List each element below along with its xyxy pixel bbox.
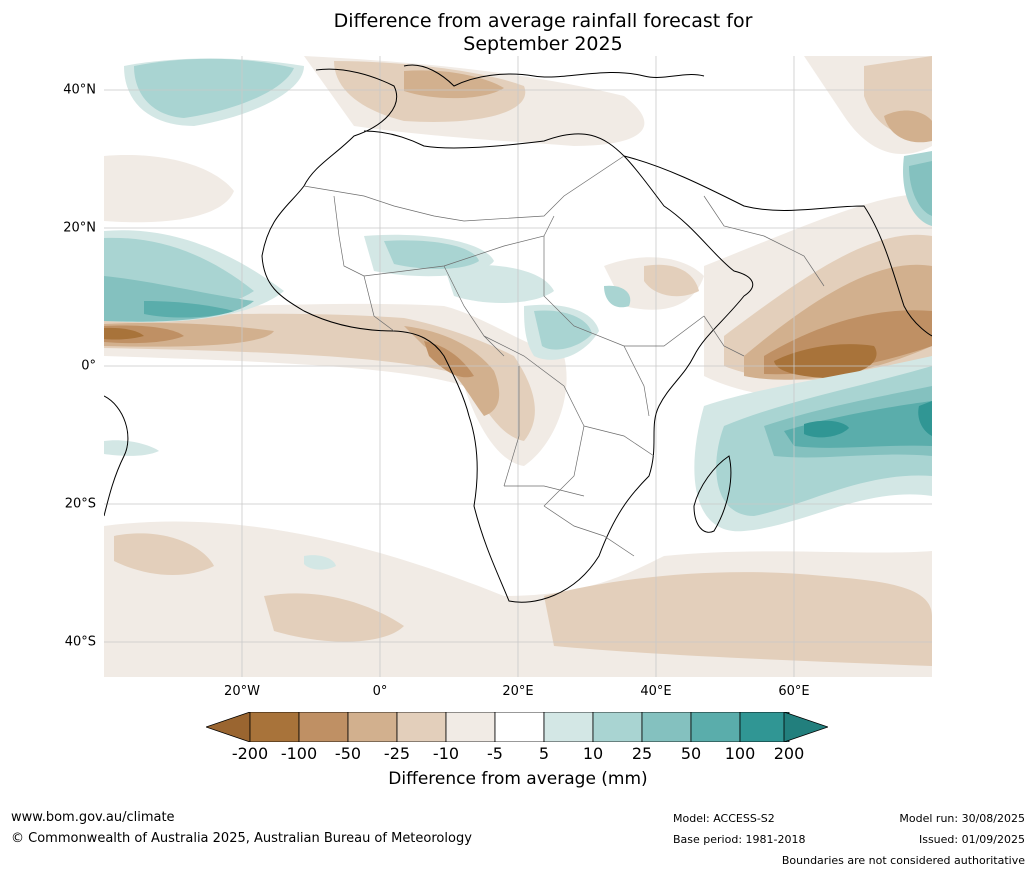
lon-label-0: 0° bbox=[372, 684, 388, 699]
colorbar-cell bbox=[494, 712, 545, 742]
lon-label-20w: 20°W bbox=[224, 684, 260, 699]
colorbar-arrow-high bbox=[783, 712, 828, 742]
colorbar-cell bbox=[641, 712, 692, 742]
lon-label-40e: 40°E bbox=[640, 684, 672, 699]
issued-date: Issued: 01/09/2025 bbox=[918, 833, 1025, 846]
colorbar-title: Difference from average (mm) bbox=[388, 769, 648, 789]
colorbar-cells bbox=[249, 712, 790, 742]
colorbar-cell bbox=[739, 712, 790, 742]
colorbar-cell bbox=[543, 712, 594, 742]
lat-label-20n: 20°N bbox=[63, 220, 96, 236]
colorbar-arrow-low bbox=[206, 712, 251, 742]
colorbar-cell bbox=[396, 712, 447, 742]
colorbar-tick-label: 25 bbox=[631, 744, 653, 763]
colorbar-tick-label: -200 bbox=[231, 744, 269, 763]
model-name: Model: ACCESS-S2 bbox=[673, 812, 775, 825]
colorbar-tick-label: -25 bbox=[383, 744, 411, 763]
website-link[interactable]: www.bom.gov.au/climate bbox=[11, 810, 175, 825]
colorbar-tick-label: 50 bbox=[680, 744, 702, 763]
colorbar-cell bbox=[298, 712, 349, 742]
chart-title: Difference from average rainfall forecas… bbox=[200, 10, 886, 56]
lat-label-0: 0° bbox=[81, 358, 96, 374]
copyright-text: © Commonwealth of Australia 2025, Austra… bbox=[11, 831, 472, 846]
colorbar-tick-label: -5 bbox=[487, 744, 503, 763]
graticule bbox=[104, 56, 932, 677]
colorbar-tick-label: 10 bbox=[582, 744, 604, 763]
colorbar-tick-label: -50 bbox=[334, 744, 362, 763]
model-run-date: Model run: 30/08/2025 bbox=[899, 812, 1025, 825]
rainfall-anomaly-map bbox=[104, 56, 932, 677]
colorbar-tick-label: 200 bbox=[773, 744, 805, 763]
colorbar-tick-label: 5 bbox=[538, 744, 550, 763]
colorbar-cell bbox=[690, 712, 741, 742]
colorbar bbox=[206, 712, 828, 742]
title-line-1: Difference from average rainfall forecas… bbox=[333, 10, 753, 32]
lon-label-20e: 20°E bbox=[502, 684, 534, 699]
lon-label-60e: 60°E bbox=[778, 684, 810, 699]
colorbar-tick-label: 100 bbox=[724, 744, 756, 763]
base-period: Base period: 1981-2018 bbox=[673, 833, 806, 846]
lat-label-20s: 20°S bbox=[64, 496, 96, 512]
colorbar-tick-label: -10 bbox=[432, 744, 460, 763]
anomaly-dry-extreme-layer bbox=[104, 327, 877, 378]
colorbar-tick-label: -100 bbox=[280, 744, 318, 763]
map-canvas bbox=[104, 56, 932, 677]
coastlines bbox=[104, 64, 932, 603]
colorbar-cell bbox=[445, 712, 496, 742]
title-line-2: September 2025 bbox=[463, 33, 623, 55]
colorbar-cell bbox=[249, 712, 300, 742]
boundaries-disclaimer: Boundaries are not considered authoritat… bbox=[781, 854, 1025, 867]
lat-label-40s: 40°S bbox=[64, 634, 96, 650]
lat-label-40n: 40°N bbox=[63, 82, 96, 98]
colorbar-cell bbox=[592, 712, 643, 742]
anomaly-wet-extreme-layer bbox=[804, 401, 932, 438]
country-boundaries bbox=[303, 155, 825, 557]
colorbar-cell bbox=[347, 712, 398, 742]
